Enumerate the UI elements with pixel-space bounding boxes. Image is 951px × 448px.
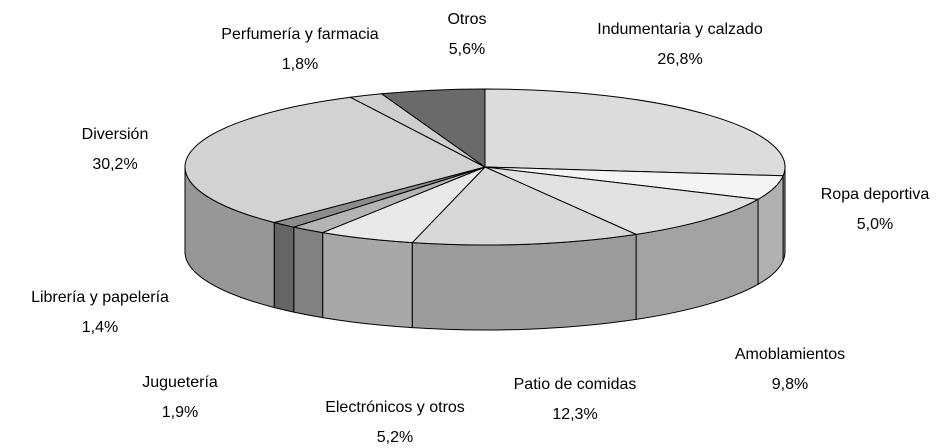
slice-value-label: 1,8% — [282, 56, 318, 73]
slice-value-label: 26,8% — [657, 51, 702, 68]
slice — [484, 88, 786, 177]
slice-side — [293, 226, 324, 319]
slice-side — [322, 232, 413, 329]
slice-value-label: 1,4% — [82, 319, 118, 336]
slice-value-label: 9,8% — [772, 376, 808, 393]
slice-label: Juguetería — [142, 374, 218, 391]
slice-label: Indumentaria y calzado — [597, 21, 763, 38]
slice — [484, 166, 760, 235]
slice-side — [411, 233, 637, 331]
slice — [380, 88, 486, 168]
slice-value-label: 30,2% — [92, 156, 137, 173]
slice-value-label: 1,9% — [162, 404, 198, 421]
slice-label: Otros — [447, 11, 486, 28]
slice-value-label: 5,2% — [377, 429, 413, 446]
slice-side — [273, 221, 295, 313]
slice-label: Ropa deportiva — [821, 186, 930, 203]
slice-label: Patio de comidas — [514, 376, 637, 393]
slice — [411, 166, 638, 246]
slice-label: Perfumería y farmacia — [221, 26, 378, 43]
slice-label: Electrónicos y otros — [325, 399, 465, 416]
slice-label: Librería y papelería — [31, 289, 169, 306]
slice-value-label: 5,6% — [449, 41, 485, 58]
slice-value-label: 12,3% — [552, 406, 597, 423]
slice-label: Diversión — [82, 126, 149, 143]
slice-label: Amoblamientos — [735, 346, 845, 363]
slice-value-label: 5,0% — [857, 216, 893, 233]
